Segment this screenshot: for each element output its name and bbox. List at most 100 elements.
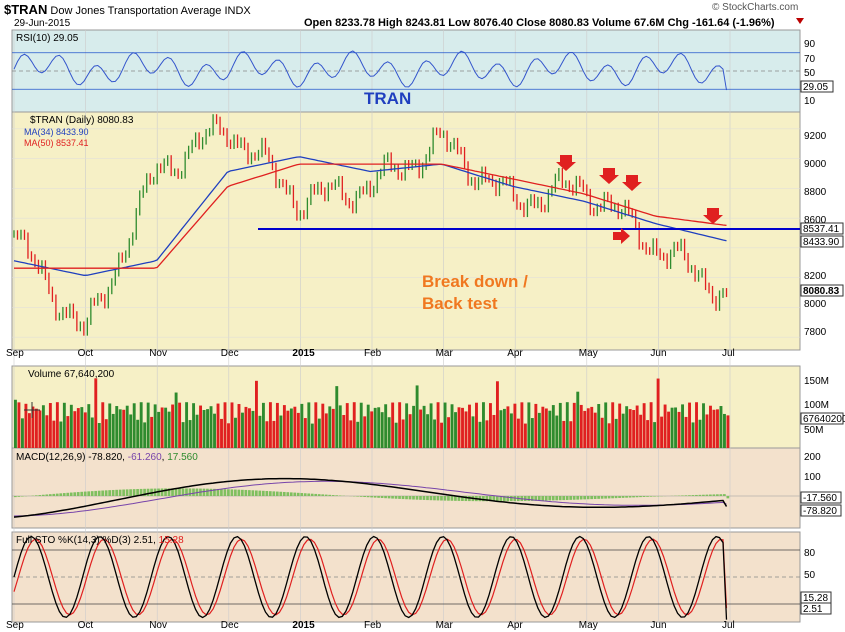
volume-bar [59,421,63,448]
volume-bar [185,402,189,448]
macd-hist-bar [286,492,290,496]
volume-tag: 67640200 [803,414,845,425]
macd-hist-bar [111,489,115,496]
volume-bar [94,378,98,448]
volume-bar [621,413,625,448]
volume-bar [370,411,374,448]
volume-bar [310,423,314,448]
macd-hist-bar [597,496,600,499]
macd-hist-bar [555,496,559,501]
volume-bar [565,402,569,448]
volume-bar [544,408,548,448]
macd-hist-bar [614,496,618,499]
volume-bar [136,419,140,448]
volume-bar [115,406,119,448]
volume-bar [62,402,66,448]
volume-bar [482,402,485,448]
volume-bar [45,415,49,448]
volume-bar [443,402,447,448]
x-tick-label: May [579,620,598,631]
x-tick-label: Dec [221,348,239,359]
volume-bar [461,407,464,448]
volume-bar [338,405,342,448]
price-tick: 8200 [804,271,827,282]
x-tick-label: Sep [6,620,24,631]
volume-bar [199,405,203,448]
rsi-tick: 50 [804,68,816,79]
volume-bar [398,402,402,448]
rsi-tag: 29.05 [803,82,828,93]
macd-hist-bar [604,496,607,499]
volume-bar [572,402,576,448]
macd-tick: 100 [804,472,821,483]
macd-hist-bar [338,495,342,496]
volume-bar [220,418,223,448]
macd-hist-bar [331,495,335,496]
volume-bar [618,403,622,448]
macd-hist-bar [45,494,49,496]
macd-hist-bar [586,496,590,500]
macd-hist-bar [495,496,499,502]
moving-averages [13,156,727,276]
macd-hist-bar [433,496,436,501]
sto-tag: 15.28 [803,593,828,604]
x-tick-label: Nov [149,620,167,631]
volume-bar [555,415,559,448]
macd-hist-bar [618,496,621,498]
macd-hist-bar [234,489,237,496]
macd-hist-bar [590,496,593,500]
macd-label: MACD(12,26,9) -78.820, -61.260, 17.560 [16,452,198,463]
volume-bar [489,403,492,448]
volume-bar [558,402,562,448]
volume-bar [48,403,52,448]
x-tick-label: Mar [436,348,454,359]
macd-hist-bar [565,496,569,500]
volume-bar [296,412,300,448]
volume-bar [139,402,143,448]
volume-bar [335,386,339,448]
macd-hist-bar [716,494,719,496]
volume-bar [248,408,251,448]
macd-hist-bar [171,488,174,496]
volume-bar [66,416,70,448]
macd-hist-bar [282,491,286,496]
macd-hist-bar [611,496,614,499]
macd-panel [11,447,801,529]
macd-hist-bar [248,490,251,496]
macd-hist-bar [164,488,167,496]
volume-bar [436,402,440,448]
macd-hist-bar [220,489,223,496]
volume-bar [649,402,653,448]
annotation-line-1: Break down / [422,272,528,291]
volume-bar [688,402,691,448]
macd-hist-bar [461,496,464,501]
chevron-down-icon[interactable] [796,18,804,24]
macd-hist-bar [143,488,146,496]
macd-hist-bar [537,496,541,501]
macd-line [13,477,728,518]
macd-hist-bar [530,496,534,501]
macd-hist-bar [447,496,450,501]
volume-bar [387,417,391,448]
volume-bar [275,402,279,448]
volume-bar [464,411,468,448]
macd-hist-bar [38,495,42,496]
macd-hist-bar [593,496,597,499]
volume-bar [359,402,363,448]
arrow-down-icon [622,175,642,191]
index-name: Dow Jones Transportation Average [50,5,222,17]
volume-bar [412,405,416,448]
macd-hist-bar [366,496,370,498]
macd-tag: -78.820 [803,506,837,517]
volume-bar [90,417,94,448]
macd-hist-bar [653,496,656,497]
macd-hist-bar [723,494,726,496]
macd-hist-bar [275,491,279,496]
volume-bar [87,404,91,448]
rsi-tick: 70 [804,54,816,65]
sto-tag: 2.51 [803,604,823,615]
volume-bar [604,402,608,448]
price-bars [13,114,728,336]
sto-tick: 80 [804,548,816,559]
macd-hist-bar [314,493,318,496]
